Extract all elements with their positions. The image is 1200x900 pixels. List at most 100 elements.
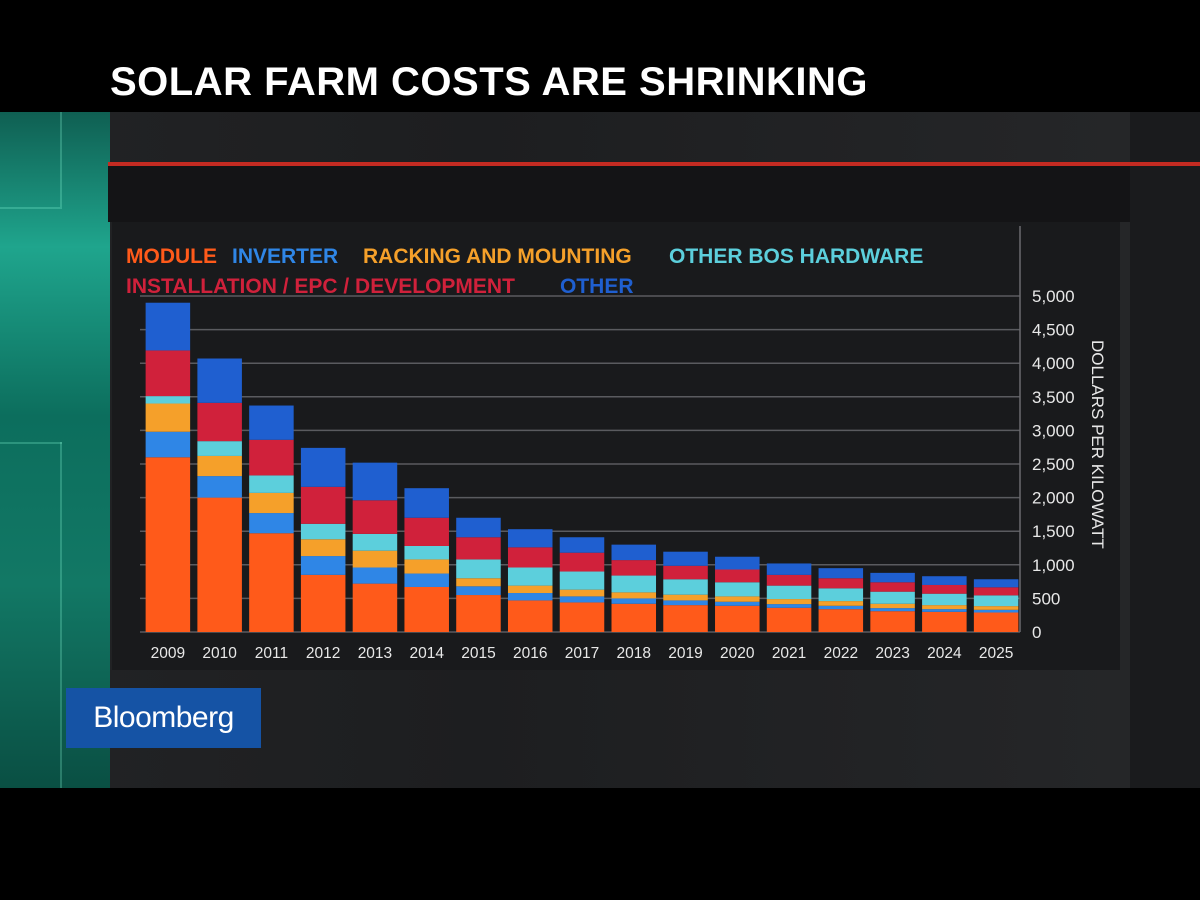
x-tick-label: 2021 (772, 645, 806, 662)
y-tick-label: 2,500 (1032, 455, 1075, 474)
bar-segment-other (456, 517, 501, 538)
x-tick-label: 2012 (306, 645, 340, 662)
bar-segment-other (145, 302, 191, 351)
bar-segment-inverter (611, 598, 657, 604)
bar-segment-module (197, 497, 242, 632)
bar-segment-installation (300, 486, 346, 524)
y-tick-label: 2,000 (1032, 489, 1075, 508)
x-tick-label: 2025 (979, 645, 1013, 662)
bar-segment-installation (715, 569, 760, 583)
x-tick-label: 2018 (617, 645, 651, 662)
bar-segment-bos (766, 585, 812, 600)
bar-segment-other (973, 579, 1019, 588)
bar-segment-racking (870, 603, 915, 609)
title-bar (108, 166, 1130, 222)
bar-segment-inverter (663, 600, 708, 606)
bar-segment-installation (249, 439, 294, 476)
bar-segment-bos (145, 396, 191, 404)
bar-segment-installation (818, 578, 864, 589)
bar-segment-module (145, 457, 191, 632)
bar-segment-bos (559, 571, 605, 590)
title-accent-line (108, 162, 1200, 166)
legend-inverter: INVERTER (232, 245, 339, 268)
bar-segment-bos (870, 591, 915, 604)
bar-segment-inverter (766, 604, 812, 608)
bar-segment-bos (249, 475, 294, 493)
bar-segment-other (663, 551, 708, 566)
bar-segment-bos (818, 588, 864, 602)
bar-segment-racking (611, 592, 657, 599)
bar-segment-racking (973, 606, 1019, 610)
bar-segment-installation (663, 565, 708, 580)
bar-segment-inverter (249, 513, 294, 534)
bar-segment-installation (766, 574, 812, 586)
bar-segment-module (352, 583, 398, 632)
x-tick-label: 2014 (409, 645, 444, 662)
y-tick-label: 5,000 (1032, 287, 1075, 306)
bar-segment-racking (559, 589, 605, 597)
bar-segment-module (870, 611, 915, 632)
bar-segment-other (818, 568, 864, 579)
bar-segment-module (611, 603, 657, 632)
bar-segment-bos (404, 545, 449, 560)
bar-segment-installation (404, 517, 449, 546)
x-tick-label: 2024 (927, 645, 962, 662)
bar-segment-module (456, 595, 501, 632)
bar-segment-racking (507, 585, 553, 594)
bar-segment-inverter (145, 431, 191, 458)
y-tick-label: 3,000 (1032, 421, 1075, 440)
x-tick-label: 2023 (875, 645, 909, 662)
bar-segment-bos (456, 559, 501, 579)
legend-bos: OTHER BOS HARDWARE (669, 245, 924, 268)
bar-segment-bos (663, 579, 708, 595)
bar-segment-module (249, 533, 294, 632)
y-tick-label: 4,000 (1032, 354, 1075, 373)
bar-segment-other (352, 462, 398, 501)
x-tick-label: 2009 (151, 645, 185, 662)
x-tick-label: 2016 (513, 645, 547, 662)
bar-segment-racking (404, 559, 449, 574)
bar-segment-inverter (456, 586, 501, 596)
bar-segment-inverter (715, 601, 760, 606)
bar-segment-inverter (818, 605, 864, 610)
bar-segment-installation (352, 500, 398, 534)
bar-segment-bos (973, 595, 1019, 607)
y-tick-label: 1,000 (1032, 556, 1075, 575)
y-axis-label: DOLLARS PER KILOWATT (1088, 340, 1107, 549)
bar-segment-bos (352, 533, 398, 551)
bar-segment-bos (300, 523, 346, 540)
bar-segment-inverter (352, 567, 398, 584)
bar-segment-other (559, 537, 605, 553)
bar-segment-module (663, 605, 708, 632)
chart-title: SOLAR FARM COSTS ARE SHRINKING (110, 60, 868, 104)
y-tick-label: 3,500 (1032, 388, 1075, 407)
bar-segment-racking (352, 550, 398, 568)
x-tick-label: 2015 (461, 645, 495, 662)
bar-segment-racking (766, 599, 812, 605)
bar-segment-inverter (300, 556, 346, 575)
x-tick-label: 2013 (358, 645, 392, 662)
bar-segment-other (715, 556, 760, 570)
bar-segment-inverter (559, 596, 605, 603)
bar-segment-bos (197, 441, 242, 456)
bar-segment-racking (663, 594, 708, 601)
y-tick-label: 500 (1032, 589, 1060, 608)
bar-segment-module (300, 574, 346, 632)
bar-segment-installation (973, 587, 1019, 596)
x-tick-label: 2017 (565, 645, 599, 662)
bar-segment-installation (611, 560, 657, 576)
bar-segment-other (249, 405, 294, 440)
bar-segment-bos (715, 582, 760, 597)
bar-segment-inverter (973, 609, 1019, 613)
x-tick-label: 2010 (202, 645, 237, 662)
x-tick-label: 2011 (255, 645, 288, 662)
x-tick-label: 2020 (720, 645, 755, 662)
side-panel (1130, 112, 1200, 788)
bloomberg-logo: Bloomberg (66, 688, 261, 748)
bar-segment-installation (456, 537, 501, 560)
bar-segment-module (404, 586, 449, 632)
y-tick-label: 0 (1032, 623, 1041, 642)
bar-segment-racking (249, 492, 294, 514)
x-tick-label: 2022 (824, 645, 858, 662)
